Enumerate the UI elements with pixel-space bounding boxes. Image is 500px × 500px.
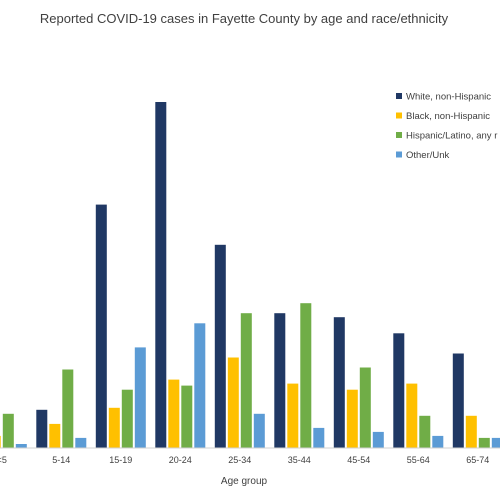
x-tick-label: 35-44 <box>288 455 311 465</box>
bar-3-0 <box>155 102 167 448</box>
bar-1-1 <box>49 423 61 448</box>
bar-1-0 <box>36 409 48 448</box>
bar-6-1 <box>346 389 358 448</box>
bar-0-2 <box>2 413 14 448</box>
bar-5-0 <box>274 313 286 448</box>
legend-swatch <box>396 112 402 119</box>
bar-2-2 <box>121 389 133 448</box>
legend-swatch <box>396 151 402 158</box>
legend: White, non-Hispanic Black, non-Hispanic Hi… <box>396 92 497 161</box>
x-tick-label: 25-34 <box>228 455 251 465</box>
bar-7-0 <box>393 333 405 448</box>
bar-3-1 <box>168 379 180 448</box>
bar-2-0 <box>95 204 107 448</box>
legend-swatch <box>396 93 402 99</box>
x-tick-label: 45-54 <box>347 455 370 465</box>
bar-5-3 <box>313 427 325 448</box>
bar-0-3 <box>15 444 27 448</box>
bar-6-0 <box>333 317 345 448</box>
x-tick-label: 5-14 <box>52 455 70 465</box>
bar-8-0 <box>452 353 464 448</box>
legend-swatch <box>396 132 402 138</box>
chart-title: Reported COVID-19 cases in Fayette Count… <box>40 11 449 26</box>
bar-4-3 <box>253 413 265 448</box>
legend-label: Other/Unk <box>406 150 450 161</box>
bar-2-1 <box>108 407 120 448</box>
x-tick-label: 20-24 <box>169 455 192 465</box>
x-axis-label: Age group <box>221 476 268 487</box>
bar-6-3 <box>372 431 384 448</box>
bar-5-1 <box>287 383 299 448</box>
bar-4-2 <box>240 313 252 448</box>
bar-5-2 <box>300 303 312 448</box>
x-tick-labels: <5 5-14 15-19 20-24 25-34 35-44 45-54 55-64 65-7… <box>0 455 489 465</box>
bar-7-1 <box>406 383 418 448</box>
legend-label: Hispanic/Latino, any r <box>406 131 497 142</box>
x-tick-label: 65-74 <box>466 455 489 465</box>
bar-1-3 <box>75 437 87 448</box>
bar-7-3 <box>432 435 444 448</box>
bar-2-3 <box>134 347 146 448</box>
bar-1-2 <box>62 369 74 448</box>
legend-label: Black, non-Hispanic <box>406 111 490 122</box>
bar-4-0 <box>214 244 226 448</box>
bar-8-3 <box>491 437 500 448</box>
bar-6-2 <box>359 367 371 448</box>
legend-label: White, non-Hispanic <box>406 92 491 103</box>
x-tick-label: <5 <box>0 455 7 465</box>
x-tick-label: 15-19 <box>109 455 132 465</box>
bar-3-3 <box>194 323 206 448</box>
bar-8-2 <box>478 437 490 448</box>
bar-3-2 <box>181 385 193 448</box>
x-tick-label: 55-64 <box>407 455 430 465</box>
bar-7-2 <box>419 415 431 448</box>
plot-area <box>0 102 500 448</box>
bar-4-1 <box>227 357 239 448</box>
bar-8-1 <box>465 415 477 448</box>
bar-0-1 <box>0 435 1 448</box>
